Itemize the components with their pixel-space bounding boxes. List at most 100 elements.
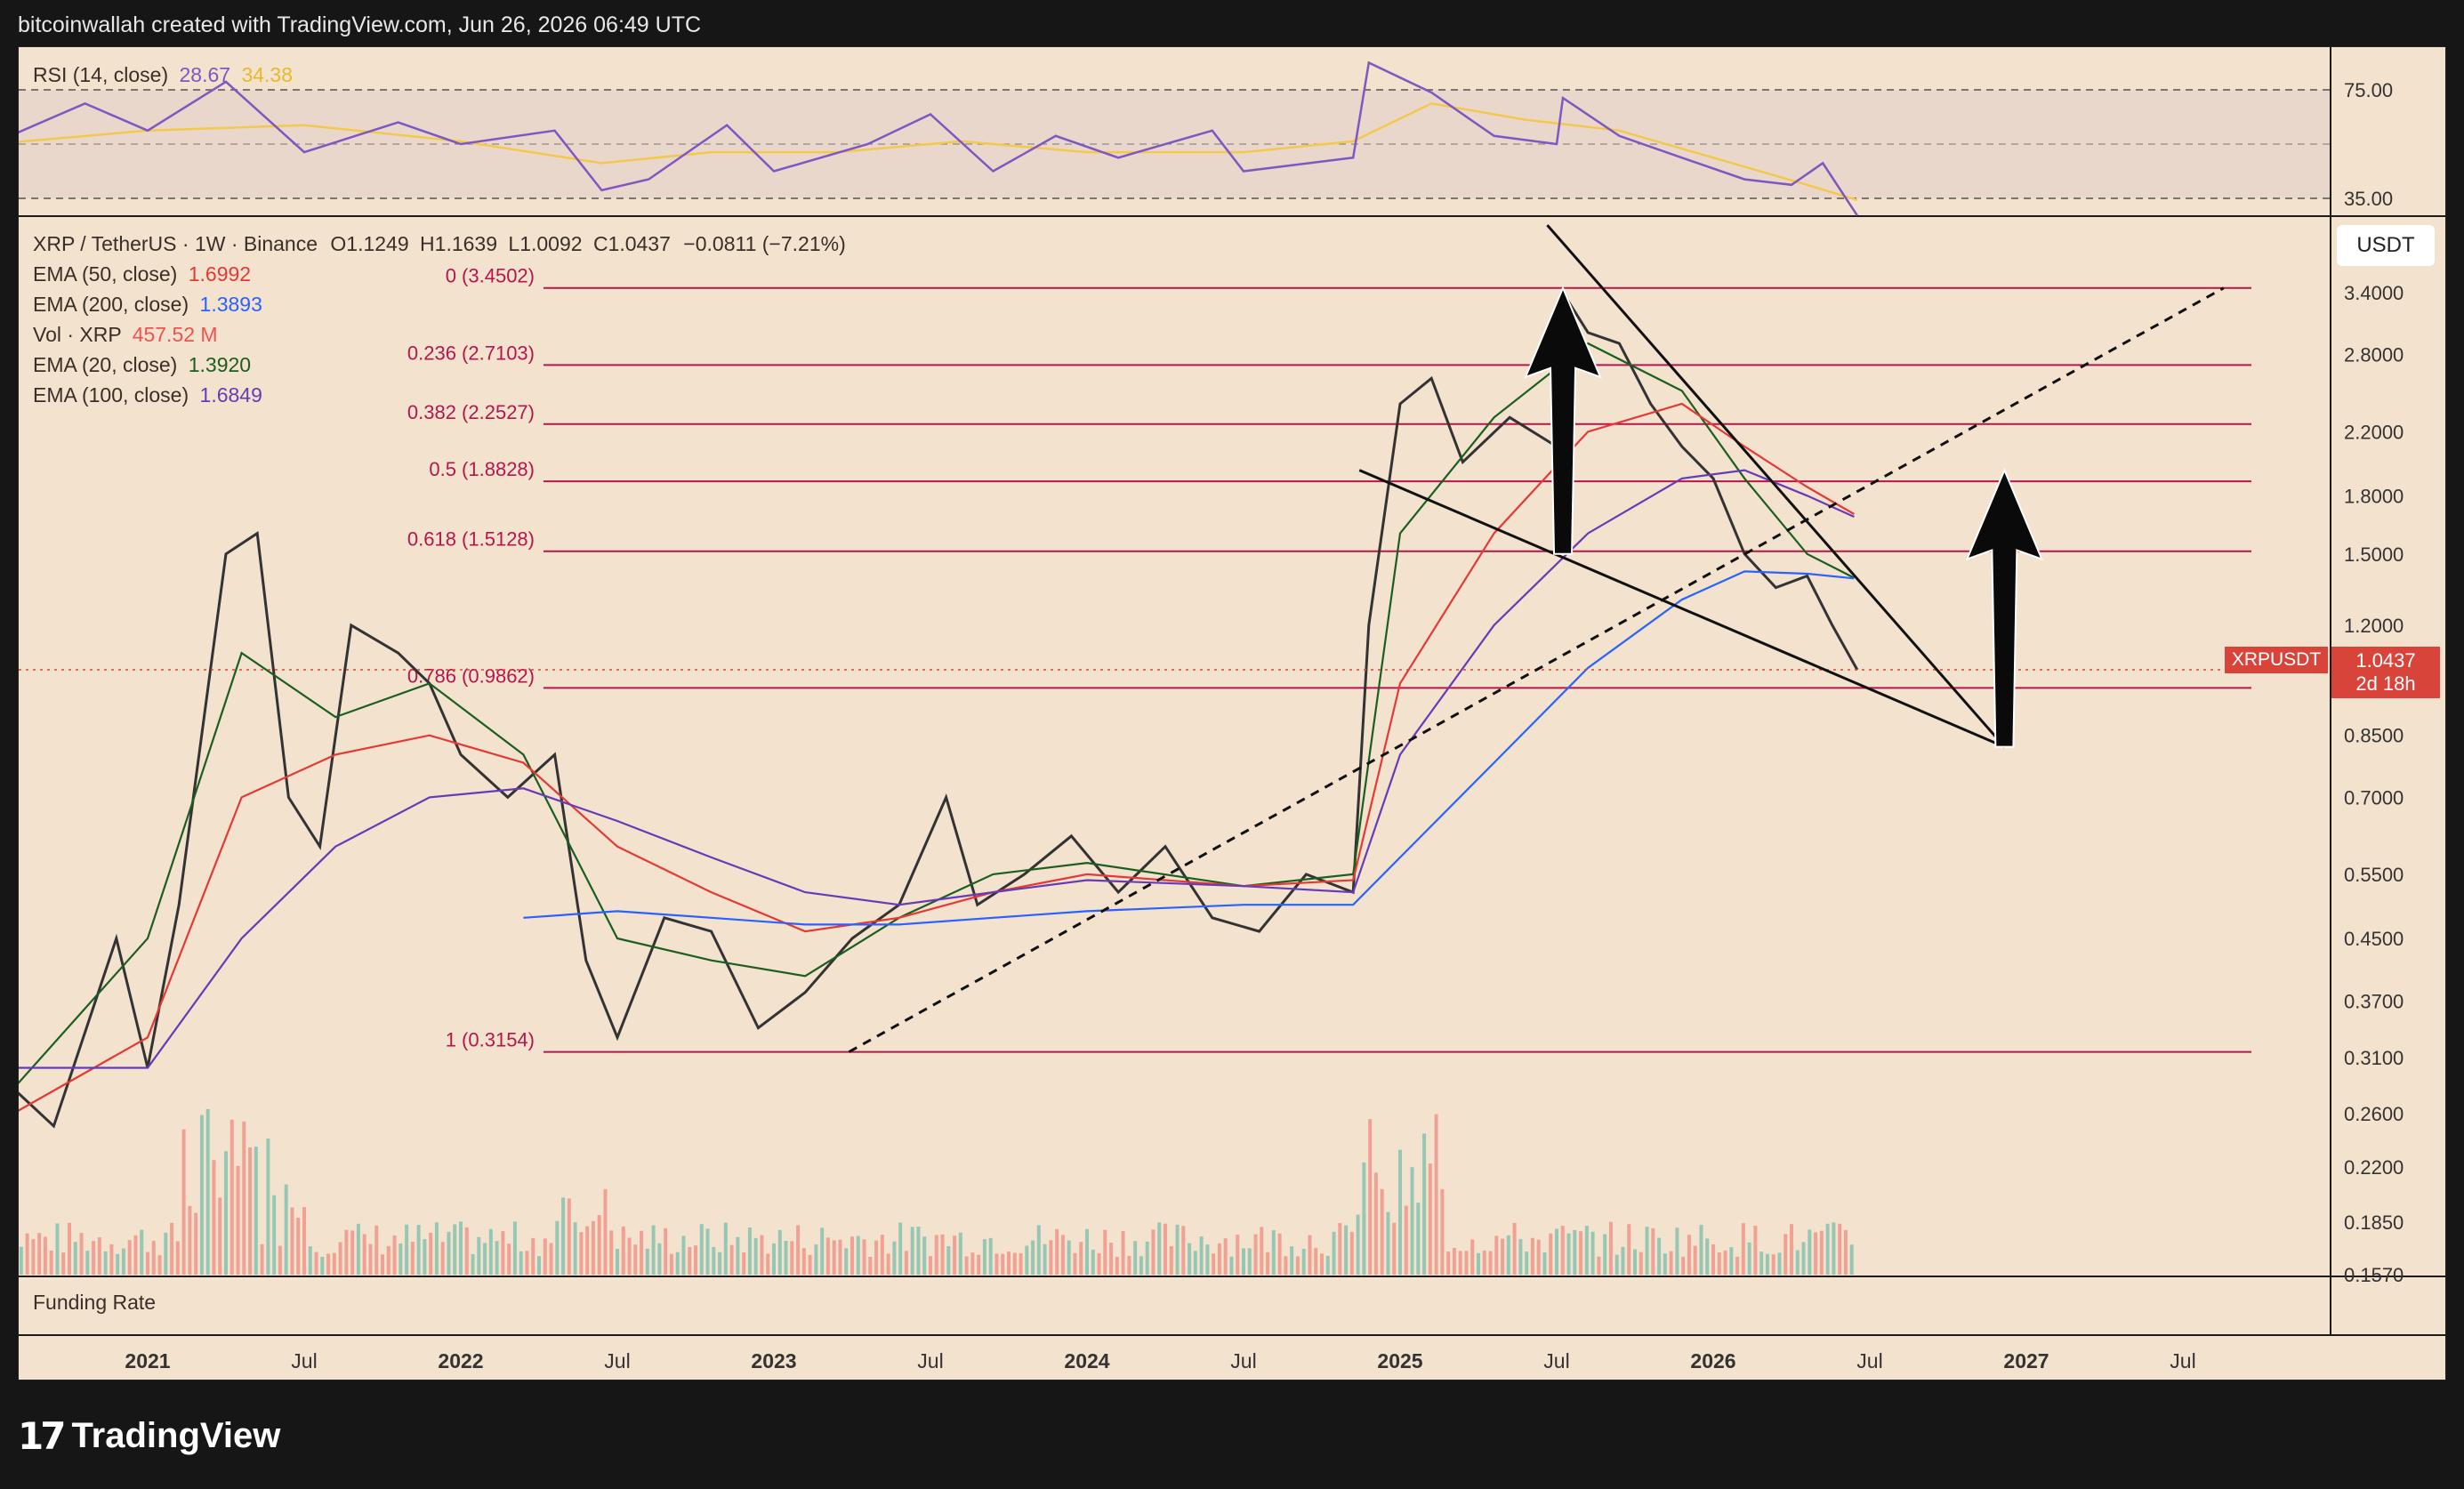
volume-bar xyxy=(1295,1256,1300,1275)
time-tick-label: Jul xyxy=(2170,1349,2195,1372)
volume-bar xyxy=(1759,1252,1764,1275)
volume-bar xyxy=(1633,1249,1637,1275)
volume-bar xyxy=(290,1207,294,1275)
volume-bar xyxy=(73,1242,77,1275)
tradingview-brand[interactable]: 17 TradingView xyxy=(18,1414,280,1458)
volume-bar xyxy=(1217,1243,1221,1275)
funding-separator[interactable] xyxy=(19,1276,2447,1277)
volume-bar xyxy=(729,1244,734,1275)
price-tick-label: 1.5000 xyxy=(2344,543,2404,566)
volume-bar xyxy=(910,1227,914,1275)
volume-bar xyxy=(1320,1253,1324,1275)
volume-bar xyxy=(1843,1229,1848,1275)
volume-bar xyxy=(399,1243,403,1275)
time-tick-label: Jul xyxy=(1856,1349,1882,1372)
volume-bar xyxy=(561,1197,566,1275)
volume-bar xyxy=(1506,1235,1510,1275)
volume-bar xyxy=(1007,1252,1011,1275)
volume-bar xyxy=(1012,1252,1017,1275)
volume-bar xyxy=(127,1240,132,1275)
chart-frame[interactable]: 75.00 35.00 3.4000 2.8000 2.2000 1.8000 1.5000… xyxy=(18,46,2447,1381)
volume-bar xyxy=(1741,1223,1745,1275)
indicator-legend-1[interactable]: EMA (200, close) 1.3893 xyxy=(33,293,262,317)
volume-bar xyxy=(1573,1229,1577,1275)
indicator-legend-0[interactable]: EMA (50, close) 1.6992 xyxy=(33,262,251,286)
price-tick-label: 0.4500 xyxy=(2344,928,2404,950)
volume-bar xyxy=(1549,1233,1553,1275)
price-tick-label: 0.7000 xyxy=(2344,786,2404,809)
volume-bar xyxy=(892,1241,897,1275)
volume-bar xyxy=(898,1222,903,1275)
volume-bar xyxy=(1579,1231,1583,1275)
volume-bar xyxy=(850,1236,854,1275)
volume-bar xyxy=(381,1254,384,1275)
volume-bar xyxy=(627,1237,632,1275)
volume-bar xyxy=(1542,1252,1547,1275)
volume-bar xyxy=(1079,1242,1083,1275)
volume-bar xyxy=(1416,1203,1421,1275)
volume-bar xyxy=(753,1237,758,1275)
volume-bar xyxy=(121,1248,125,1275)
volume-bar xyxy=(1392,1222,1397,1275)
volume-bar xyxy=(1608,1221,1613,1275)
price-tick-label: 0.1850 xyxy=(2344,1211,2404,1234)
volume-bar xyxy=(429,1232,433,1275)
volume-bar xyxy=(1464,1251,1469,1275)
volume-bar xyxy=(344,1229,349,1275)
volume-bar xyxy=(1031,1240,1035,1275)
time-tick-label: 2022 xyxy=(438,1349,483,1372)
volume-bar xyxy=(964,1256,969,1275)
volume-bar xyxy=(392,1235,397,1275)
time-tick-label: 2025 xyxy=(1377,1349,1422,1372)
volume-bar xyxy=(1344,1225,1349,1275)
indicator-value: 1.6849 xyxy=(199,383,262,406)
volume-bar xyxy=(825,1237,830,1275)
volume-bar xyxy=(1133,1241,1138,1275)
volume-bar xyxy=(1115,1256,1119,1275)
price-tick-label: 2.8000 xyxy=(2344,344,2404,366)
volume-bar xyxy=(1488,1251,1493,1275)
funding-rate-label[interactable]: Funding Rate xyxy=(33,1291,157,1314)
volume-bar xyxy=(1043,1244,1047,1275)
chart-svg[interactable]: 75.00 35.00 3.4000 2.8000 2.2000 1.8000 1.5000… xyxy=(19,47,2447,1381)
volume-bar xyxy=(801,1248,806,1275)
volume-bar xyxy=(808,1254,812,1275)
volume-bar xyxy=(440,1242,445,1275)
volume-bar xyxy=(977,1254,981,1275)
indicator-legend-4[interactable]: EMA (100, close) 1.6849 xyxy=(33,383,262,407)
volume-bar xyxy=(471,1253,475,1275)
volume-bar xyxy=(820,1227,825,1275)
series-line-4 xyxy=(523,570,1855,926)
volume-bar xyxy=(356,1223,360,1275)
volume-bar xyxy=(248,1147,253,1275)
volume-bar xyxy=(567,1198,571,1275)
volume-bar xyxy=(1681,1256,1686,1275)
price-tick-label: 0.3100 xyxy=(2344,1047,2404,1069)
symbol-legend[interactable]: XRP / TetherUS · 1W · Binance O1.1249 H1… xyxy=(33,232,846,256)
volume-bar xyxy=(386,1245,391,1275)
volume-bar xyxy=(1477,1252,1480,1275)
volume-bar xyxy=(194,1212,198,1275)
volume-bar xyxy=(434,1222,439,1275)
volume-bar xyxy=(308,1246,312,1275)
volume-bar xyxy=(681,1235,686,1275)
volume-bar xyxy=(688,1246,692,1275)
volume-bar xyxy=(140,1229,144,1275)
volume-bar xyxy=(1494,1235,1499,1275)
volume-bar xyxy=(49,1250,53,1275)
volume-bar xyxy=(609,1230,614,1275)
indicator-label: EMA (20, close) xyxy=(33,353,178,376)
indicator-legend-3[interactable]: EMA (20, close) 1.3920 xyxy=(33,353,251,377)
volume-bar xyxy=(1091,1249,1095,1275)
volume-bar xyxy=(97,1237,101,1275)
currency-button[interactable]: USDT xyxy=(2337,225,2435,266)
volume-bar xyxy=(970,1252,975,1275)
indicator-label: Vol · XRP xyxy=(33,323,122,346)
volume-bar xyxy=(1253,1234,1258,1275)
rsi-separator[interactable] xyxy=(19,215,2447,217)
volume-bar xyxy=(922,1236,927,1275)
volume-bar xyxy=(1801,1242,1806,1275)
price-tick-label: 0.8500 xyxy=(2344,725,2404,747)
volume-bar xyxy=(1765,1253,1769,1275)
indicator-legend-2[interactable]: Vol · XRP 457.52 M xyxy=(33,323,218,347)
